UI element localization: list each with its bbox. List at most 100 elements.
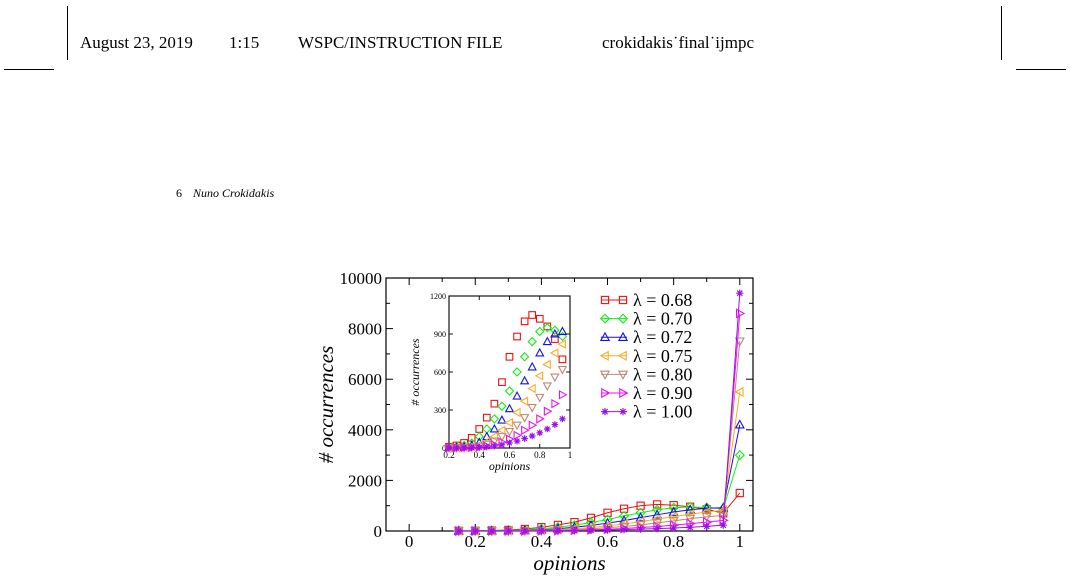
main-y-tick-label: 0 [374,522,383,541]
inset-data-point [512,421,522,431]
inset-data-point [513,332,521,341]
legend-label: λ = 0.90 [633,383,692,403]
legend-label: λ = 0.68 [633,290,692,310]
inset-data-point [513,430,523,441]
inset-data-point [542,382,553,392]
inset-data-point [558,390,568,400]
inset-data-point [519,396,529,406]
legend-marker [599,350,609,361]
inset-data-point [445,444,453,452]
main-data-point [620,526,628,534]
inset-y-tick-label: 0 [442,444,446,453]
inset-data-point [542,336,553,346]
inset-data-point [521,435,528,442]
legend-label: λ = 0.80 [633,364,692,384]
inset-data-point [482,413,491,422]
inset-data-point [489,423,500,433]
main-data-point [736,289,744,297]
legend-marker [601,387,611,399]
inset-data-point [519,352,530,362]
inset-data-point [474,442,484,452]
main-x-tick-label: 0.6 [597,532,618,551]
inset-data-point [504,403,515,413]
main-y-axis-label: # occurrences [314,346,338,464]
inset-data-point [474,431,484,442]
legend-entry: λ = 0.70 [599,309,692,329]
legend-label: λ = 1.00 [633,402,692,422]
legend-label: λ = 0.75 [633,346,692,366]
inset-data-point [512,390,522,400]
inset-data-point [557,339,566,349]
author-name: Nuno Crokidakis [193,186,275,200]
header-filename: crokidakis˙final˙ijmpc [602,33,755,52]
main-data-point [684,509,694,520]
inset-data-point [497,401,507,411]
legend-label: λ = 0.72 [633,327,692,347]
inset-data-point [527,403,537,413]
inset-x-axis-label: opinions [489,459,531,473]
main-data-point [635,521,646,531]
inset-data-point [557,365,568,375]
inset-data-point [512,367,522,377]
inset-y-axis-label: # occurrences [408,338,422,406]
inset-data-point [549,348,559,358]
running-head: 6 Nuno Crokidakis [176,186,274,201]
main-y-tick-label: 6000 [348,370,382,389]
header-publisher: WSPC/INSTRUCTION FILE [298,33,503,52]
inset-data-point [550,328,560,338]
main-data-point [701,513,712,523]
top-left-crop-mark [67,6,68,60]
main-data-point [652,504,663,515]
main-data-point [504,527,512,535]
legend-marker [618,295,628,305]
inset-y-tick-label: 1200 [430,292,446,301]
inset-series [445,415,566,452]
main-x-axis-label: opinions [533,551,605,575]
inset-data-point [520,317,529,326]
legend-entry: λ = 0.72 [599,327,692,347]
main-data-point [735,488,744,498]
main-data-point [652,500,662,509]
inset-data-point [483,443,491,451]
main-series-line [458,492,741,532]
main-data-point [636,501,645,510]
legend-marker [599,331,611,341]
main-data-point [686,523,694,531]
main-data-point [603,508,612,517]
top-right-crop-mark [1001,6,1002,60]
inset-data-point [506,439,513,447]
inset-data-point [535,314,544,323]
inset-data-point [521,425,530,435]
main-data-point [471,527,479,535]
inset-data-point [535,326,545,337]
legend-entry: λ = 0.80 [599,364,692,384]
inset-data-point [535,347,545,357]
inset-data-point [551,335,559,343]
main-data-point [703,522,711,530]
main-data-point [653,524,661,533]
main-data-point [668,511,678,522]
main-y-tick-label: 10000 [340,269,383,288]
main-data-point [521,527,529,535]
legend-entry: λ = 0.75 [599,346,692,366]
legend-marker [601,408,609,416]
inset-data-point [534,371,544,381]
legend-marker [600,295,610,305]
main-x-tick-label: 1 [736,532,745,551]
legend-entry: λ = 0.68 [600,290,692,310]
inset-data-point [535,393,545,403]
inset-x-tick-label: 1 [568,450,573,460]
inset-data-point [504,428,515,437]
inset-data-point [498,378,506,386]
inset-x-tick-label: 0.4 [474,450,486,460]
inset-data-point [475,444,483,451]
inset-data-point [557,331,568,342]
right-crop-line [1016,69,1066,70]
inset-data-point [527,383,536,394]
main-data-point [735,308,746,319]
header-date: August 23, 2019 [80,33,193,52]
inset-data-point [544,425,551,433]
legend-entry: λ = 0.90 [601,383,692,403]
inset-data-point [527,361,537,371]
